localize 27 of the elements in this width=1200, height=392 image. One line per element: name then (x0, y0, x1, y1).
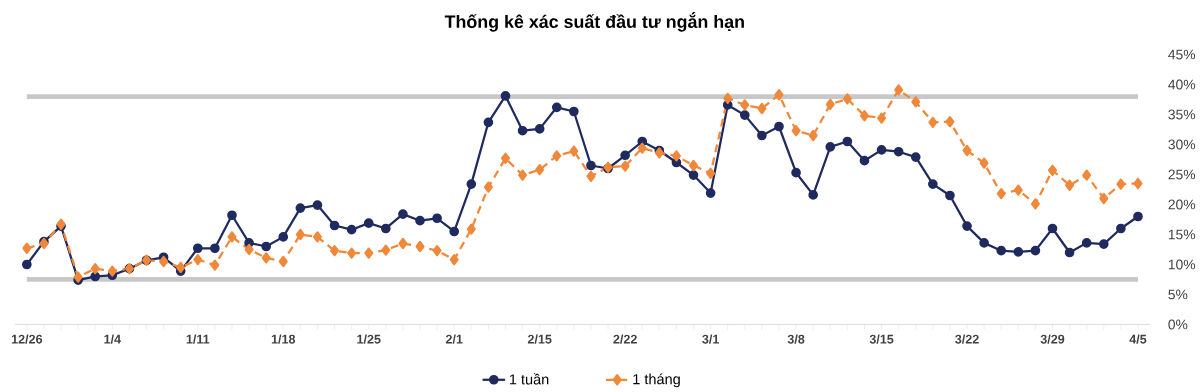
y-tick-label: 30% (1168, 139, 1196, 150)
x-tick-label: 1/11 (186, 334, 210, 344)
x-tick-label: 3/15 (869, 334, 894, 344)
legend-label: 1 tuần (509, 373, 549, 385)
x-tick-label: 2/22 (613, 334, 637, 344)
x-tick-label: 2/1 (445, 334, 463, 344)
y-tick-label: 25% (1168, 169, 1196, 180)
y-tick-label: 0% (1168, 319, 1188, 330)
x-tick-label: 12/26 (11, 334, 43, 344)
x-tick-label: 3/22 (955, 334, 979, 344)
y-tick-label: 15% (1168, 229, 1196, 240)
x-tick-label: 1/4 (104, 334, 121, 344)
legend-label: 1 tháng (633, 373, 680, 388)
y-tick-label: 5% (1168, 289, 1188, 300)
y-tick-label: 10% (1168, 259, 1196, 270)
x-tick-label: 1/18 (271, 334, 296, 344)
y-tick-label: 45% (1168, 49, 1196, 60)
y-tick-label: 20% (1168, 199, 1196, 210)
x-tick-label: 2/15 (527, 334, 552, 344)
x-tick-label: 3/29 (1040, 334, 1065, 344)
y-tick-label: 35% (1168, 109, 1196, 120)
x-tick-label: 3/8 (787, 334, 805, 344)
x-tick-label: 1/25 (357, 334, 381, 344)
y-tick-label: 40% (1168, 79, 1196, 90)
x-tick-label: 3/1 (702, 334, 719, 344)
x-tick-label: 4/5 (1129, 334, 1147, 344)
chart-title: Thống kê xác suất đầu tư ngắn hạn (444, 12, 744, 32)
